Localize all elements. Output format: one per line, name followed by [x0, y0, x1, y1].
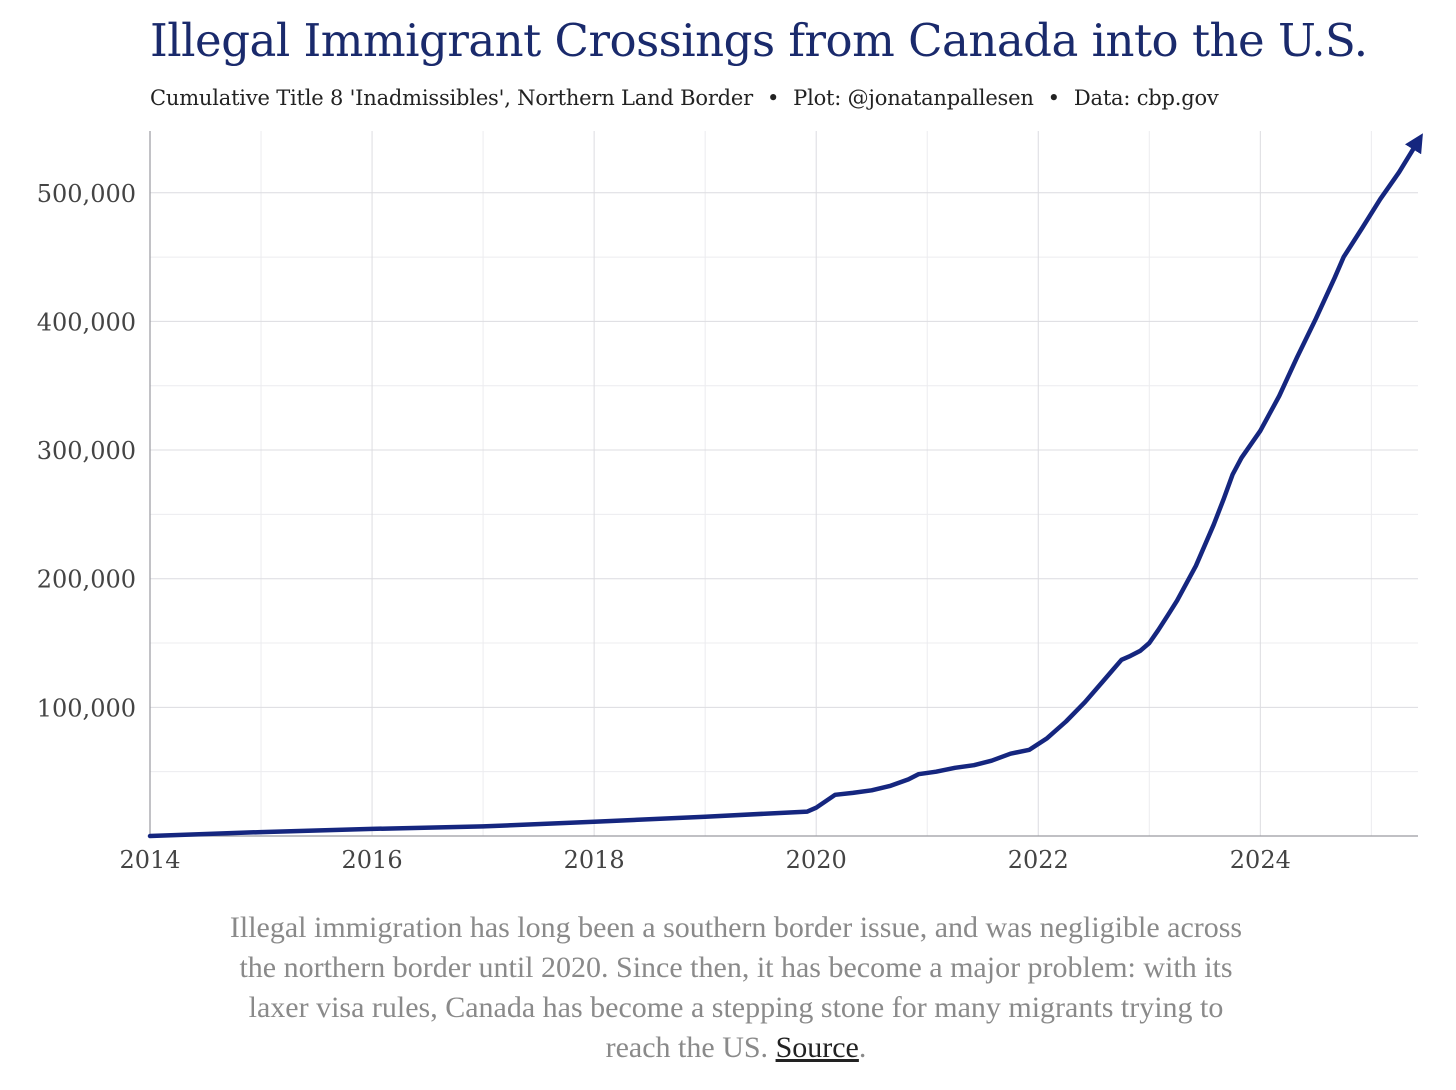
grid-minor-lines: [150, 131, 1418, 836]
chart-title: Illegal Immigrant Crossings from Canada …: [150, 14, 1368, 67]
y-tick-label: 400,000: [37, 308, 136, 336]
caption-end: .: [858, 1031, 867, 1064]
series-group: [147, 133, 1423, 839]
x-tick-label: 2020: [786, 846, 847, 874]
y-tick-label: 100,000: [37, 694, 136, 722]
x-tick-label: 2016: [342, 846, 403, 874]
source-link[interactable]: Source: [775, 1031, 859, 1064]
grid-major-lines: [149, 131, 1418, 836]
subtitle-data-source: Data: cbp.gov: [1073, 86, 1219, 110]
y-tick-label: 200,000: [37, 566, 136, 594]
subtitle-separator: •: [766, 86, 780, 110]
y-tick-label: 300,000: [37, 437, 136, 465]
x-tick-labels: 2014 2016 2018 2020 2022 2024: [119, 846, 1290, 874]
line-chart: 2014 2016 2018 2020 2022 2024 100,000 200,000 3…: [37, 131, 1423, 874]
y-tick-labels: 100,000 200,000 300,000 400,000 500,000: [37, 180, 136, 723]
axes: [149, 131, 1418, 837]
x-tick-label: 2014: [119, 846, 180, 874]
chart-subtitle: Cumulative Title 8 'Inadmissibles', Nort…: [150, 86, 1219, 110]
figure-caption: Illegal immigration has long been a sout…: [228, 908, 1244, 1068]
caption-text: Illegal immigration has long been a sout…: [229, 911, 1243, 1064]
subtitle-separator: •: [1047, 86, 1060, 110]
series-line: [147, 133, 1423, 839]
x-tick-label: 2022: [1008, 846, 1069, 874]
x-tick-label: 2018: [564, 846, 625, 874]
x-tick-label: 2024: [1230, 846, 1291, 874]
subtitle-plot-credit: Plot: @jonatanpallesen: [793, 86, 1034, 110]
subtitle-description: Cumulative Title 8 'Inadmissibles', Nort…: [150, 86, 753, 110]
y-tick-label: 500,000: [37, 180, 136, 208]
